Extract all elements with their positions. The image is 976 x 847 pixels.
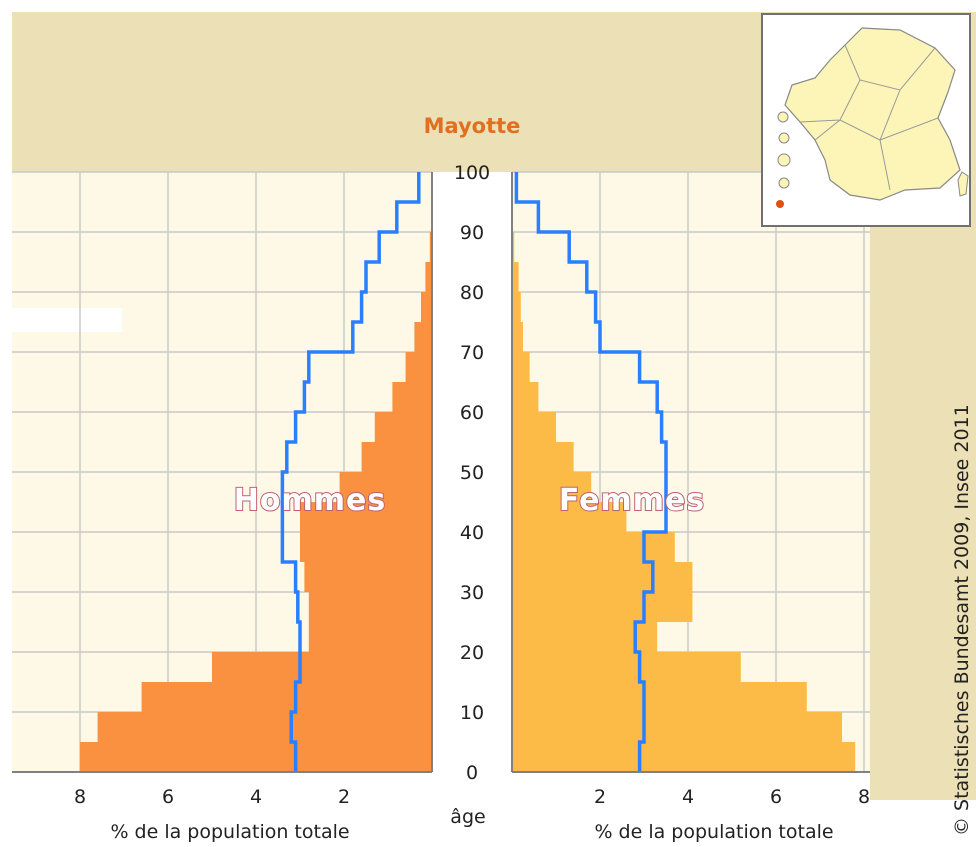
bar-femmes [512, 682, 807, 712]
hommes-label: Hommes [234, 483, 386, 518]
age-tick-label: 50 [460, 462, 484, 484]
left-x-tick-label: 6 [162, 786, 174, 808]
bar-hommes [141, 682, 432, 712]
reference-line-hommes [280, 172, 421, 772]
left-white-patch [12, 308, 122, 332]
bar-femmes [512, 712, 842, 742]
bar-femmes [512, 562, 693, 592]
corsica-shape [957, 171, 969, 197]
overseas-territory-3 [777, 153, 791, 167]
bar-hommes [80, 742, 432, 772]
bars [80, 172, 856, 772]
bar-hommes [212, 652, 432, 682]
reference-lines [280, 172, 668, 772]
bar-hommes [414, 322, 432, 352]
bar-hommes [308, 592, 432, 622]
age-tick-label: 100 [454, 162, 490, 184]
map-region-borders [799, 44, 939, 191]
right-x-axis-label: % de la population totale [594, 821, 833, 843]
credit-text: © Statistisches Bundesamt 2009, Insee 20… [951, 404, 973, 836]
bar-femmes [512, 532, 675, 562]
bar-femmes [512, 262, 519, 292]
bar-hommes [425, 262, 432, 292]
bar-femmes [512, 622, 658, 652]
bar-femmes [512, 382, 539, 412]
bar-hommes [361, 442, 432, 472]
reference-line-femmes [514, 172, 668, 772]
bar-femmes [512, 232, 515, 262]
bar-hommes [339, 472, 432, 502]
right-x-tick-label: 4 [682, 786, 694, 808]
left-x-tick-label: 4 [250, 786, 262, 808]
bar-femmes [512, 352, 530, 382]
right-x-tick-label: 2 [594, 786, 606, 808]
bar-femmes [512, 322, 523, 352]
right-x-tick-label: 6 [770, 786, 782, 808]
bar-hommes [405, 352, 432, 382]
bar-femmes [512, 652, 741, 682]
age-tick-label: 60 [460, 402, 484, 424]
bar-hommes [97, 712, 432, 742]
bar-femmes [512, 742, 856, 772]
bar-femmes [512, 442, 574, 472]
bar-hommes [374, 412, 432, 442]
overseas-territory-4 [778, 177, 790, 189]
left-x-tick-label: 2 [338, 786, 350, 808]
age-axis-label: âge [450, 806, 485, 828]
left-x-axis-label: % de la population totale [110, 821, 349, 843]
bar-femmes [512, 472, 592, 502]
chart-title: Mayotte [424, 114, 521, 138]
age-tick-label: 70 [460, 342, 484, 364]
age-tick-label: 90 [460, 222, 484, 244]
age-tick-label: 20 [460, 642, 484, 664]
overseas-territory-2 [778, 132, 790, 144]
france-map-inset [761, 13, 971, 227]
age-tick-label: 10 [460, 702, 484, 724]
age-tick-label: 80 [460, 282, 484, 304]
bar-hommes [308, 622, 432, 652]
bar-hommes [300, 502, 432, 532]
overseas-territory-1 [777, 111, 789, 123]
age-tick-label: 0 [466, 762, 478, 784]
bar-hommes [304, 562, 432, 592]
bar-hommes [421, 292, 432, 322]
bar-femmes [512, 592, 693, 622]
bar-hommes [392, 382, 432, 412]
bar-femmes [512, 412, 556, 442]
femmes-label: Femmes [559, 483, 705, 518]
bar-hommes [300, 532, 432, 562]
left-x-tick-label: 8 [74, 786, 86, 808]
bar-hommes [429, 232, 432, 262]
mayotte-highlight [776, 200, 784, 208]
bar-femmes [512, 292, 521, 322]
age-tick-label: 40 [460, 522, 484, 544]
tick-labels: 0 10 20 30 40 50 60 70 80 90 100 8 6 4 2 2 4 6 8 [74, 162, 870, 808]
right-x-tick-label: 8 [858, 786, 870, 808]
age-tick-label: 30 [460, 582, 484, 604]
bar-femmes [512, 502, 627, 532]
